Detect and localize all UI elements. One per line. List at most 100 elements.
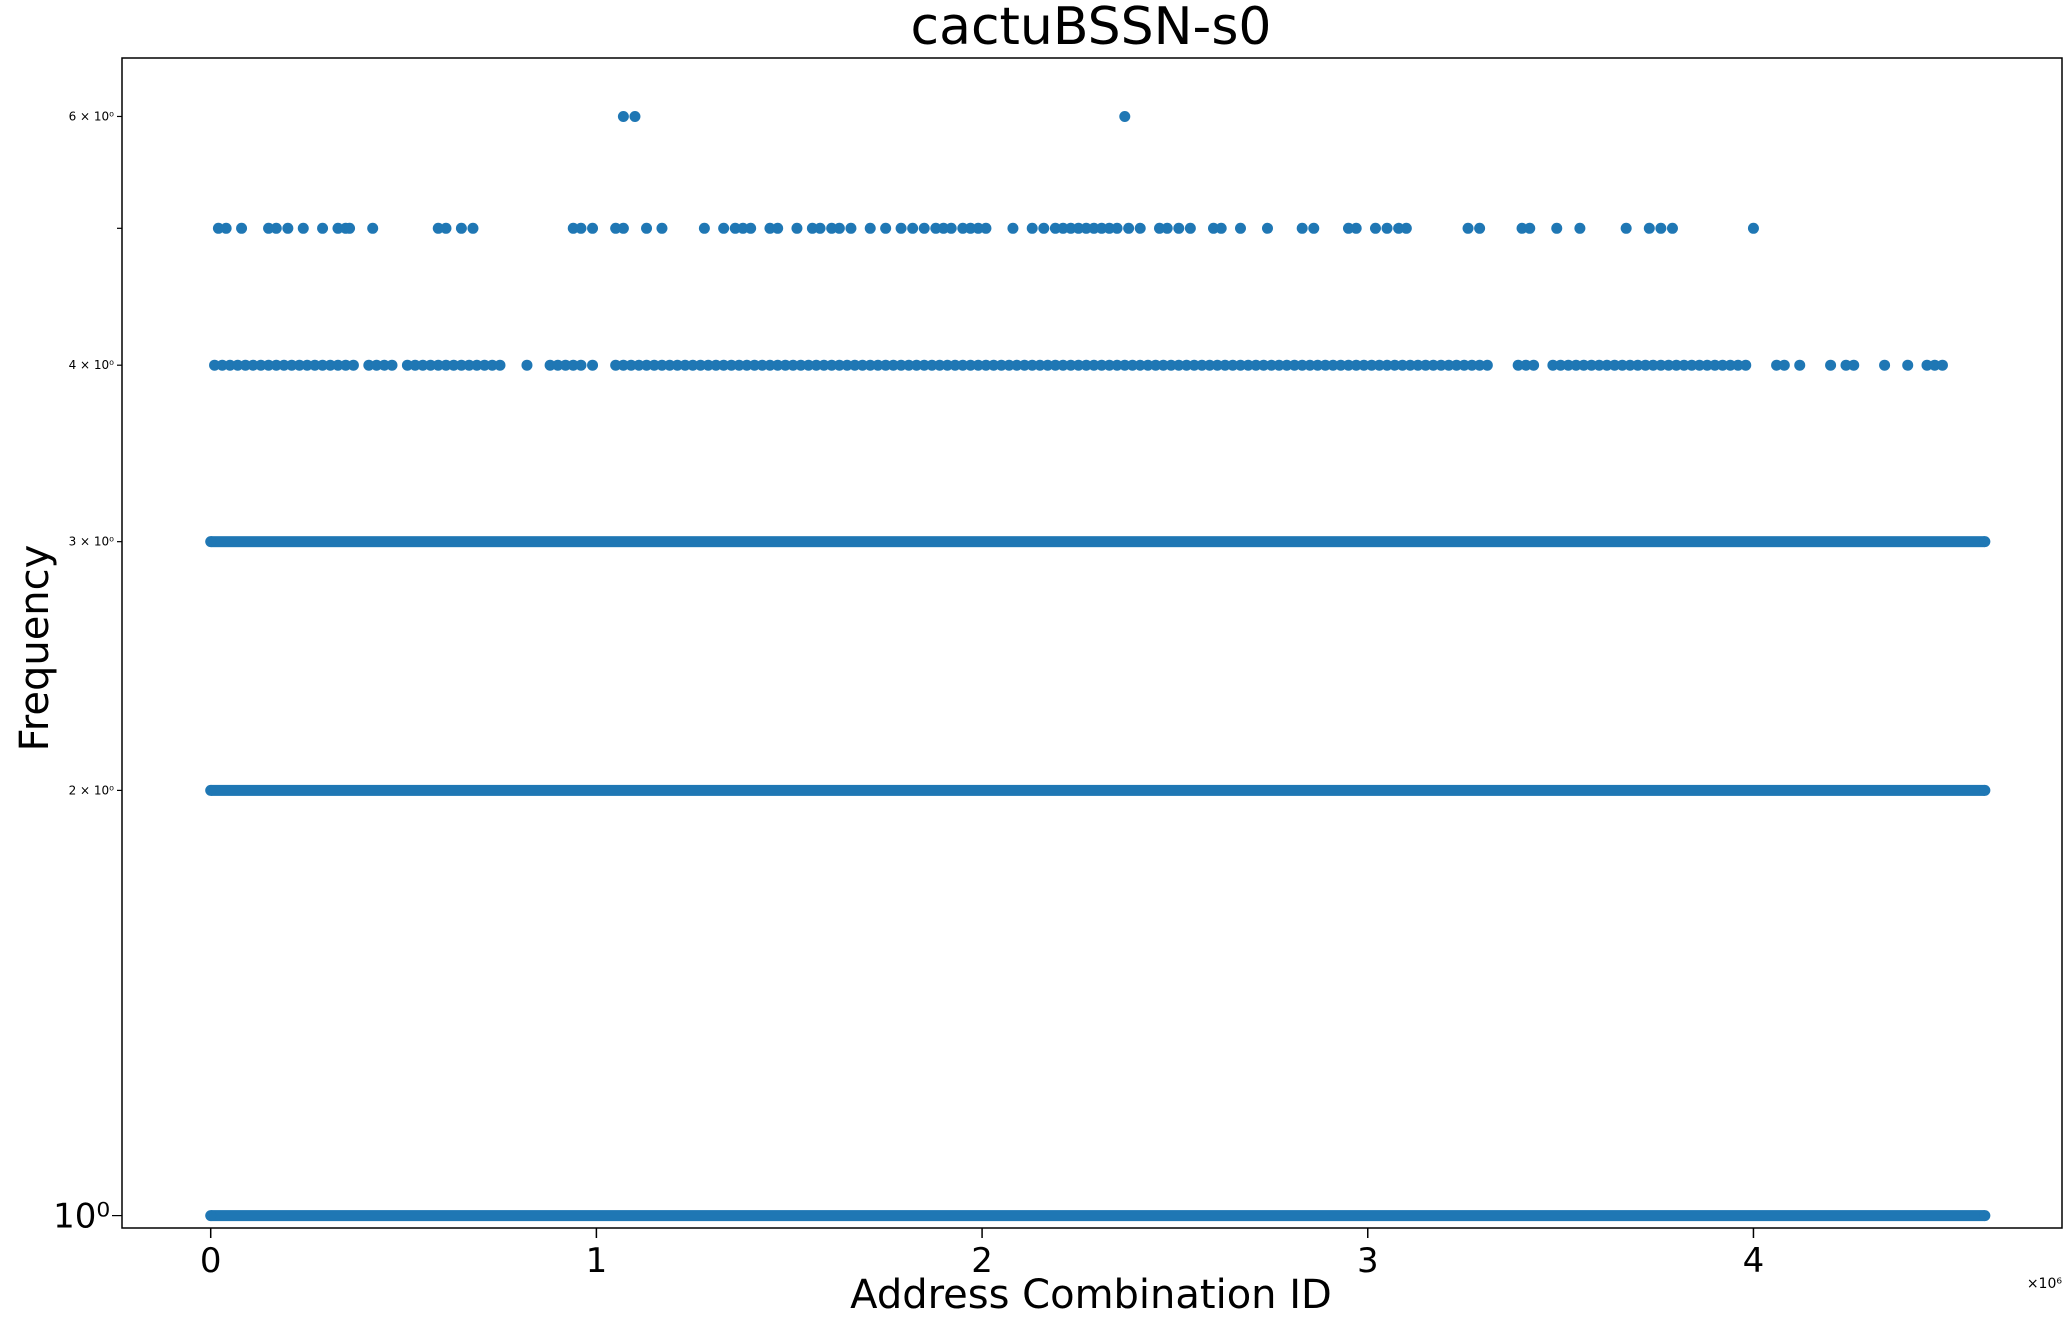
data-point <box>212 222 224 234</box>
data-point <box>741 359 753 371</box>
data-point <box>1848 359 1860 371</box>
data-point <box>1929 359 1941 371</box>
data-point <box>617 110 629 122</box>
data-point <box>725 359 737 371</box>
data-point <box>841 359 853 371</box>
data-point <box>440 359 452 371</box>
data-point <box>864 359 876 371</box>
data-point <box>1373 359 1385 371</box>
data-point <box>209 359 221 371</box>
data-point <box>965 222 977 234</box>
data-point <box>1227 359 1239 371</box>
data-point <box>648 359 660 371</box>
data-point <box>1088 222 1100 234</box>
data-point <box>1207 222 1219 234</box>
data-point <box>1427 359 1439 371</box>
data-point <box>463 359 475 371</box>
data-point <box>587 359 599 371</box>
data-point <box>764 359 776 371</box>
data-point <box>949 359 961 371</box>
data-point <box>1034 359 1046 371</box>
data-point <box>687 359 699 371</box>
data-point <box>205 536 217 548</box>
data-point <box>1732 359 1744 371</box>
data-point <box>521 359 533 371</box>
data-point <box>895 222 907 234</box>
data-point <box>282 222 294 234</box>
data-point <box>1620 222 1632 234</box>
data-point <box>729 222 741 234</box>
data-point <box>239 359 251 371</box>
data-point <box>629 110 641 122</box>
data-point-band <box>210 1210 1985 1222</box>
data-point <box>278 359 290 371</box>
data-point <box>938 222 950 234</box>
data-point <box>880 359 892 371</box>
data-point <box>1080 359 1092 371</box>
data-point <box>806 222 818 234</box>
axes: 0 1 2 3 4 10⁰ 2 × 10⁰ 3 × 10⁰ 4 × 10⁰ 6 × 10⁰ <box>53 109 1764 1281</box>
data-point <box>957 222 969 234</box>
data-point <box>1350 359 1362 371</box>
data-point <box>1342 359 1354 371</box>
data-point <box>610 222 622 234</box>
data-point <box>1335 359 1347 371</box>
data-point <box>625 359 637 371</box>
data-point <box>772 222 784 234</box>
data-point <box>1265 359 1277 371</box>
plot-area-frame <box>121 57 2063 1229</box>
data-point <box>1196 359 1208 371</box>
data-point <box>1616 359 1628 371</box>
data-point <box>1134 359 1146 371</box>
data-point <box>934 359 946 371</box>
data-point <box>1234 222 1246 234</box>
data-point <box>1342 222 1354 234</box>
y-tick-label: 10⁰ <box>53 1197 110 1237</box>
data-point <box>695 359 707 371</box>
data-point <box>749 359 761 371</box>
data-point <box>1840 359 1852 371</box>
x-tick-label: 0 <box>200 1241 222 1281</box>
data-point <box>332 359 344 371</box>
data-point <box>1173 222 1185 234</box>
data-point <box>1150 359 1162 371</box>
data-point <box>1215 222 1227 234</box>
data-point <box>270 359 282 371</box>
data-point-band <box>210 784 1985 796</box>
data-point <box>1381 222 1393 234</box>
data-point <box>1003 359 1015 371</box>
data-point <box>1562 359 1574 371</box>
data-point <box>255 359 267 371</box>
data-point <box>1319 359 1331 371</box>
data-point <box>224 359 236 371</box>
data-point <box>718 222 730 234</box>
data-point <box>544 359 556 371</box>
data-point <box>995 359 1007 371</box>
data-point <box>864 222 876 234</box>
data-point <box>818 359 830 371</box>
data-point <box>945 222 957 234</box>
data-point <box>857 359 869 371</box>
data-point <box>641 222 653 234</box>
data-point <box>980 222 992 234</box>
data-point <box>926 359 938 371</box>
data-point <box>772 359 784 371</box>
data-point <box>220 222 232 234</box>
data-point <box>1007 222 1019 234</box>
data-point <box>1709 359 1721 371</box>
data-point <box>1693 359 1705 371</box>
data-point <box>560 359 572 371</box>
data-point <box>880 222 892 234</box>
data-point <box>317 222 329 234</box>
data-point <box>1794 359 1806 371</box>
data-point <box>1026 222 1038 234</box>
data-point <box>664 359 676 371</box>
data-point <box>972 359 984 371</box>
data-point <box>1153 222 1165 234</box>
data-point <box>1879 359 1891 371</box>
data-point <box>371 359 383 371</box>
data-point <box>1026 359 1038 371</box>
data-point <box>1304 359 1316 371</box>
data-point <box>270 222 282 234</box>
